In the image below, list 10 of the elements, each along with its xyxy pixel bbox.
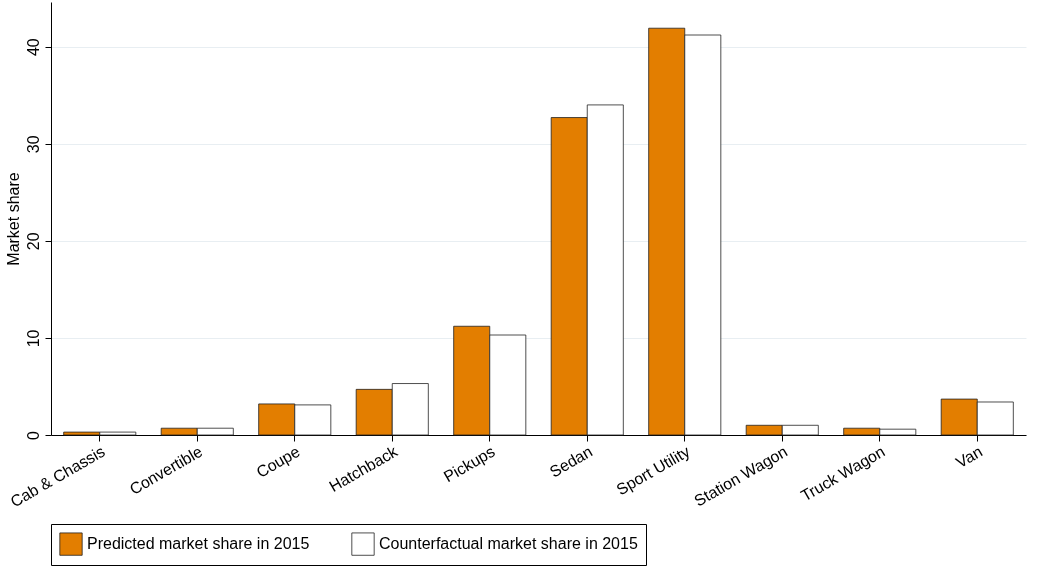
y-tick-label: 10 xyxy=(24,329,42,348)
x-tick-label: Van xyxy=(953,442,986,471)
legend-label: Counterfactual market share in 2015 xyxy=(379,535,638,553)
y-tick-label: 40 xyxy=(24,38,42,57)
legend-label: Predicted market share in 2015 xyxy=(87,535,310,553)
y-tick-label: 0 xyxy=(24,430,42,440)
y-tick-label: 20 xyxy=(24,232,42,251)
x-tick-label: Sport Utility xyxy=(613,442,693,499)
y-axis-title: Market share xyxy=(4,172,22,266)
y-tick-label: 30 xyxy=(24,135,42,154)
